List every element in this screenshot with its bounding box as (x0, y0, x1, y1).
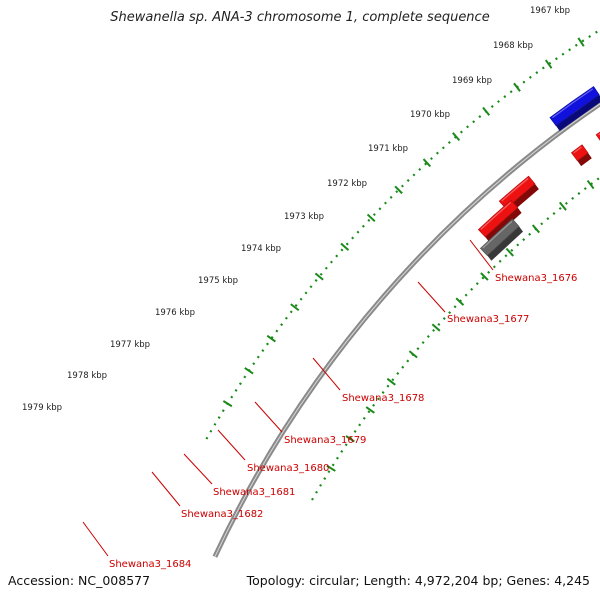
inner-tick-mark (586, 179, 595, 190)
inner-tick-mark (386, 377, 396, 386)
gene-label: Shewana3_1680 (247, 463, 329, 474)
leader-line (312, 357, 341, 391)
leader-line (469, 239, 494, 271)
gene-highlight (480, 202, 511, 230)
gene-highlight (573, 146, 582, 154)
gene-label: Shewana3_1681 (213, 487, 295, 498)
tick-label: 1970 kbp (410, 110, 450, 120)
outer-tick-mark (222, 400, 233, 408)
inner-tick-mark (531, 224, 541, 234)
tick-label: 1977 kbp (110, 340, 150, 350)
inner-tick-mark (558, 201, 567, 211)
inner-tick-mark (455, 297, 465, 306)
tick-label: 1972 kbp (327, 179, 367, 189)
gene-label: Shewana3_1676 (495, 273, 577, 284)
gene-label: Shewana3_1682 (181, 509, 263, 520)
outer-tick-mark (340, 242, 350, 251)
accession-text: Accession: NC_008577 (8, 573, 151, 588)
backbone-highlight (214, 103, 600, 557)
leader-line (82, 521, 109, 557)
leader-line (183, 453, 213, 485)
inner-tick-mark (326, 464, 336, 472)
gene-side (485, 207, 522, 243)
tick-label: 1974 kbp (241, 244, 281, 254)
inner-tick-mark (408, 350, 418, 359)
gene-features (477, 86, 600, 261)
outer-tick-mark (266, 334, 276, 343)
label-leaders (82, 239, 494, 557)
gene-face (477, 199, 519, 238)
gene-face (570, 144, 589, 162)
tick-tracks (205, 28, 600, 501)
outer-tick-mark (394, 185, 403, 195)
gene-highlight (598, 133, 600, 136)
gene-red-1682 (570, 144, 592, 167)
gene-face (549, 86, 600, 127)
gene-label: Shewana3_1684 (109, 559, 191, 570)
leader-line (417, 281, 446, 313)
gene-label: Shewana3_1677 (447, 314, 529, 325)
tick-label: 1976 kbp (155, 308, 195, 318)
outer-tick-mark (513, 82, 521, 92)
tick-label: 1979 kbp (22, 403, 62, 413)
gene-labels: Shewana3_1676 Shewana3_1677 Shewana3_1678 S… (109, 273, 577, 570)
outer-tick-mark (244, 367, 254, 375)
leader-line (217, 429, 246, 461)
outer-tick-mark (422, 158, 432, 168)
tick-label: 1967 kbp (530, 6, 570, 16)
outer-tick-mark (544, 59, 553, 69)
gene-gray-inner (479, 218, 523, 261)
gene-highlight (482, 220, 513, 249)
inner-tick-mark (365, 406, 375, 414)
map-title: Shewanella sp. ANA-3 chromosome 1, compl… (110, 10, 490, 25)
tick-label: 1978 kbp (67, 371, 107, 381)
inner-tick-mark (505, 247, 514, 257)
outer-tick-mark (452, 132, 461, 142)
tick-label: 1968 kbp (493, 41, 533, 51)
leader-line (151, 471, 181, 507)
outer-tick-mark (314, 272, 324, 281)
gene-highlight (501, 178, 529, 202)
gene-label: Shewana3_1679 (284, 435, 366, 446)
inner-tick-mark (480, 272, 489, 281)
gene-side (487, 226, 523, 261)
gene-highlight (552, 88, 594, 119)
inner-tick-mark (431, 323, 441, 332)
outer-tick-mark (290, 303, 300, 312)
gene-side (555, 94, 600, 132)
tick-label: 1969 kbp (452, 76, 492, 86)
gene-face (479, 218, 520, 256)
outer-tick-mark (366, 213, 376, 223)
genome-summary-text: Topology: circular; Length: 4,972,204 bp… (246, 573, 590, 588)
tick-label: 1975 kbp (198, 276, 238, 286)
outer-tick-mark (482, 106, 491, 116)
gene-red-1681 (595, 131, 600, 141)
gene-face (595, 131, 600, 141)
outer-tick-mark (577, 37, 585, 47)
outer-tick-track (205, 28, 600, 440)
backbone (212, 101, 600, 558)
gene-label: Shewana3_1678 (342, 393, 424, 404)
tick-label: 1971 kbp (368, 144, 408, 154)
gene-side (577, 152, 592, 167)
tick-label: 1973 kbp (284, 212, 324, 222)
tick-labels: 1967 kbp 1968 kbp 1969 kbp 1970 kbp 1971 kbp… (22, 6, 570, 413)
inner-tick-mark (345, 435, 355, 443)
leader-line (254, 401, 283, 433)
inner-tick-track (311, 176, 600, 501)
gene-blue-inner (549, 86, 600, 132)
gene-red-a2 (477, 199, 522, 243)
